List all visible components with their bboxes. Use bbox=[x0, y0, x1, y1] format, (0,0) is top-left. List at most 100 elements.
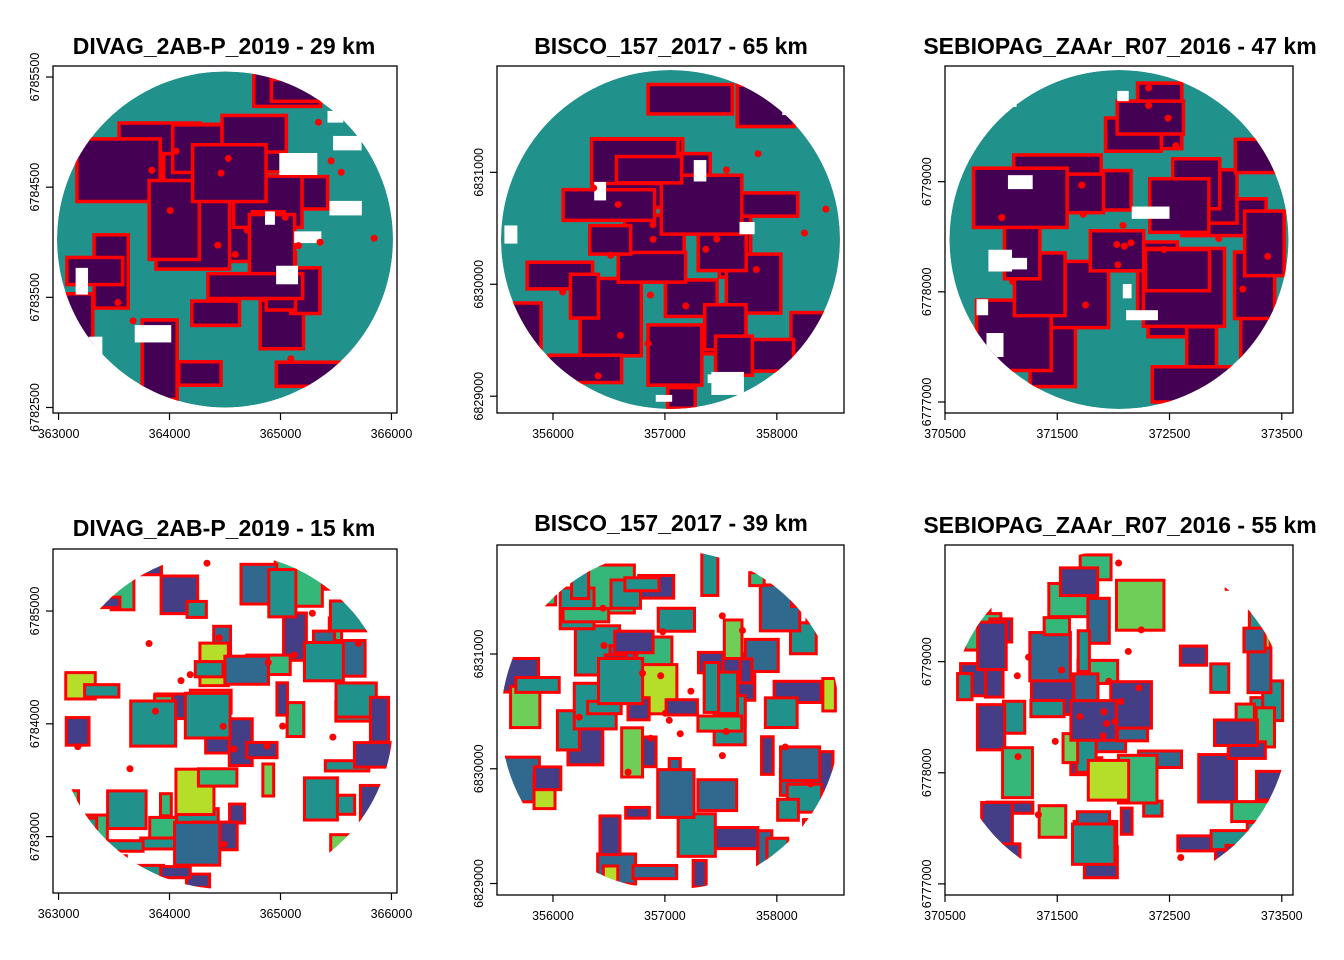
parcel-purple bbox=[713, 334, 755, 378]
parcel bbox=[776, 797, 800, 822]
boundary-point bbox=[575, 713, 583, 721]
boundary-point bbox=[1115, 559, 1123, 567]
panel-title: BISCO_157_2017 - 65 km bbox=[534, 33, 808, 59]
parcel bbox=[302, 776, 339, 822]
x-tick-label: 364000 bbox=[149, 427, 191, 441]
parcel bbox=[1224, 551, 1258, 591]
parcel bbox=[802, 818, 828, 845]
parcel-purple bbox=[64, 291, 95, 349]
boundary-point bbox=[1127, 239, 1135, 247]
boundary-point bbox=[661, 709, 669, 717]
parcel bbox=[1197, 753, 1239, 804]
boundary-point bbox=[329, 733, 337, 741]
y-tick-label: 6777000 bbox=[920, 860, 934, 909]
no-data-gap bbox=[594, 181, 607, 201]
x-tick-label: 366000 bbox=[371, 907, 413, 921]
boundary-point bbox=[217, 169, 225, 177]
no-data-gap bbox=[655, 394, 673, 402]
plot-frame bbox=[52, 548, 398, 894]
parcel bbox=[275, 681, 289, 717]
parcel bbox=[1058, 566, 1100, 598]
parcel bbox=[335, 793, 357, 816]
parcel bbox=[790, 579, 833, 608]
parcel bbox=[713, 826, 760, 851]
y-tick-label: 6784000 bbox=[28, 699, 42, 748]
boundary-point bbox=[781, 743, 789, 751]
no-data-gap bbox=[782, 100, 821, 116]
boundary-point bbox=[676, 730, 684, 738]
boundary-point bbox=[1145, 84, 1153, 92]
boundary-point bbox=[1013, 672, 1021, 680]
boundary-point bbox=[219, 722, 227, 730]
boundary-point bbox=[1215, 234, 1223, 242]
no-data-gap bbox=[1117, 90, 1129, 102]
boundary-point bbox=[1239, 285, 1247, 293]
boundary-point bbox=[337, 168, 345, 176]
x-tick-label: 370500 bbox=[924, 909, 966, 923]
parcel bbox=[1212, 718, 1259, 747]
parcel bbox=[323, 570, 369, 591]
boundary-point bbox=[752, 265, 760, 273]
parcel-purple bbox=[789, 310, 838, 371]
parcel bbox=[1119, 806, 1134, 836]
parcel-purple bbox=[568, 272, 601, 320]
parcel bbox=[351, 597, 390, 622]
boundary-point bbox=[145, 640, 153, 648]
no-data-gap bbox=[276, 265, 299, 285]
x-tick-label: 363000 bbox=[38, 907, 80, 921]
parcel bbox=[159, 865, 192, 880]
no-data-gap bbox=[329, 200, 362, 216]
parcel bbox=[514, 676, 561, 694]
boundary-point bbox=[230, 745, 238, 753]
parcel bbox=[596, 656, 645, 706]
y-tick-label: 6784500 bbox=[28, 163, 42, 212]
y-tick-label: 6831000 bbox=[472, 630, 486, 679]
boundary-point bbox=[1079, 210, 1087, 218]
no-data-gap bbox=[1003, 257, 1028, 270]
plot-frame bbox=[496, 65, 845, 414]
boundary-point bbox=[1025, 653, 1033, 661]
boundary-point bbox=[1117, 697, 1125, 705]
parcel bbox=[302, 640, 345, 683]
boundary-point bbox=[559, 288, 567, 296]
boundary-point bbox=[186, 671, 194, 679]
parcel bbox=[1242, 626, 1267, 654]
boundary-point bbox=[166, 207, 174, 215]
boundary-point bbox=[314, 118, 322, 126]
raster-layer bbox=[950, 551, 1287, 885]
boundary-point bbox=[1103, 720, 1111, 728]
boundary-point bbox=[1172, 142, 1180, 150]
x-tick-label: 372500 bbox=[1149, 427, 1191, 441]
y-tick-label: 6830000 bbox=[472, 744, 486, 793]
boundary-point bbox=[281, 213, 289, 221]
parcel bbox=[1245, 839, 1274, 866]
parcel bbox=[990, 842, 1022, 878]
parcel bbox=[656, 606, 697, 633]
parcel bbox=[129, 699, 178, 748]
x-tick-label: 371500 bbox=[1036, 909, 1078, 923]
parcel bbox=[267, 568, 298, 619]
parcel bbox=[691, 858, 708, 889]
boundary-point bbox=[1082, 301, 1090, 309]
parcel bbox=[183, 691, 232, 740]
panel-title: DIVAG_2AB-P_2019 - 29 km bbox=[73, 33, 376, 59]
parcel bbox=[700, 551, 720, 597]
boundary-point bbox=[1135, 684, 1143, 692]
y-tick-label: 6778000 bbox=[920, 748, 934, 797]
parcel bbox=[193, 660, 225, 679]
parcel bbox=[763, 696, 799, 730]
boundary-point bbox=[224, 154, 232, 162]
boundary-point bbox=[1105, 677, 1113, 685]
no-data-gap bbox=[986, 333, 1004, 357]
boundary-point bbox=[718, 752, 726, 760]
parcel bbox=[71, 816, 99, 861]
parcel bbox=[1002, 699, 1027, 735]
no-data-gap bbox=[976, 299, 989, 316]
parcel bbox=[748, 571, 766, 588]
parcel bbox=[696, 714, 744, 733]
y-tick-label: 6830000 bbox=[472, 260, 486, 309]
parcel bbox=[1086, 596, 1111, 645]
no-data-gap bbox=[711, 371, 744, 395]
parcel bbox=[779, 745, 822, 783]
boundary-point bbox=[1114, 261, 1122, 269]
